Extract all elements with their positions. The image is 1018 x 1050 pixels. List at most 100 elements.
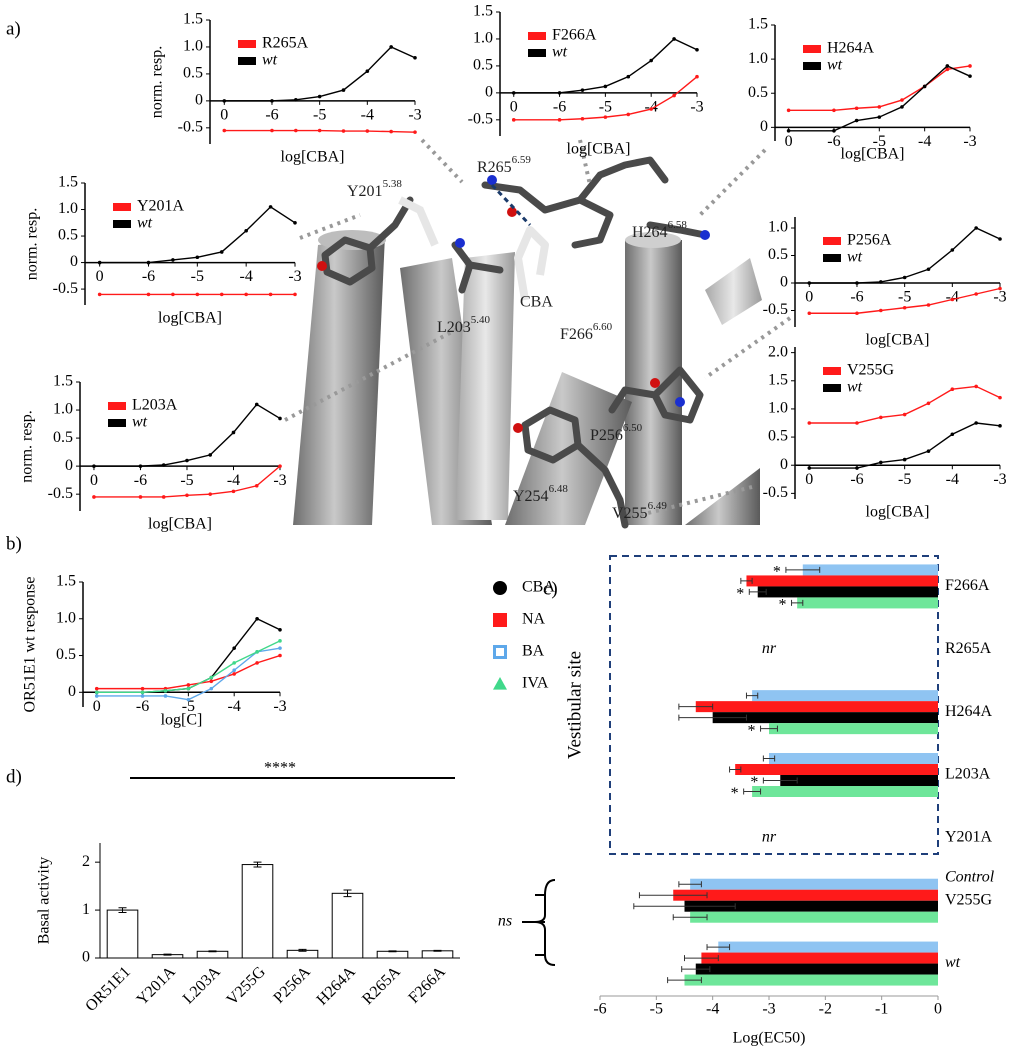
data-point [270, 99, 274, 103]
data-point [97, 292, 102, 297]
residue-name: L203 [437, 319, 471, 336]
error-bar [684, 955, 719, 962]
legend-swatch [528, 32, 546, 40]
y-tick-label: 1.0 [183, 38, 203, 55]
data-point [171, 292, 175, 297]
series-line [96, 647, 281, 701]
legend-swatch [823, 237, 841, 245]
residue-label: V2556.49 [612, 500, 667, 522]
data-point [695, 47, 699, 52]
panel-label: a) [6, 18, 21, 39]
data-point [161, 463, 166, 467]
error-bar [791, 599, 804, 606]
y-tick-label: 0 [65, 457, 73, 474]
error-bar [208, 950, 217, 953]
data-point [974, 421, 978, 425]
data-point [974, 292, 978, 296]
error-bar [163, 953, 172, 956]
bar [752, 786, 938, 797]
data-point [974, 226, 978, 230]
x-tick-label: R265A [359, 963, 404, 1008]
data-point [365, 69, 370, 74]
x-tick-label: V255G [224, 963, 270, 1009]
legend-swatch [528, 49, 546, 57]
data-point [998, 237, 1002, 241]
x-tick-label: H264A [314, 963, 360, 1009]
residue-position: 6.58 [668, 219, 688, 231]
y-tick-label: 1.0 [748, 50, 768, 67]
data-point [294, 128, 298, 133]
bar [735, 764, 938, 775]
y-tick-label: -0.5 [763, 484, 788, 501]
residue-name: P256 [590, 427, 623, 444]
y-tick-label: 1.5 [53, 373, 73, 390]
category-label: L203A [945, 766, 991, 783]
x-tick-label: -1 [875, 1001, 888, 1018]
series-line [809, 385, 1001, 424]
data-point [140, 694, 145, 698]
data-point [219, 250, 224, 254]
bar [684, 974, 938, 986]
legend-label: CBA [522, 579, 555, 596]
legend-swatch [803, 45, 821, 53]
data-point [900, 98, 904, 102]
data-point [968, 74, 972, 78]
legend-label: Y201A [137, 198, 185, 215]
legend-marker [493, 677, 507, 690]
x-tick-label: -5 [191, 268, 204, 285]
y-tick-label: 1.0 [768, 219, 788, 236]
data-point [185, 493, 189, 498]
data-point [603, 84, 608, 89]
x-tick-label: 0 [510, 99, 518, 116]
error-bar [748, 588, 767, 595]
legend-label: wt [847, 249, 863, 266]
significance: * [779, 597, 787, 614]
bar [376, 950, 409, 959]
data-point [317, 128, 322, 133]
data-point [626, 112, 631, 117]
x-tick-label: -5 [182, 698, 195, 715]
x-axis-label: log[CBA] [158, 310, 222, 327]
error-bar [388, 950, 397, 953]
data-point [365, 129, 370, 133]
x-tick-label: -3 [273, 472, 286, 489]
x-tick-label: OR51E1 [82, 963, 134, 1015]
series-line [788, 65, 971, 111]
data-point [278, 653, 282, 658]
y-tick-label: -0.5 [178, 118, 203, 135]
legend-swatch [108, 419, 126, 427]
bar [196, 950, 229, 959]
bar [695, 963, 938, 975]
x-tick-label: -4 [645, 99, 658, 116]
x-axis-label: log[CBA] [148, 516, 212, 533]
group-label: Vestibular site [564, 651, 585, 759]
residue-position: 6.60 [593, 321, 613, 333]
x-tick-label: -5 [180, 472, 193, 489]
y-tick-label: 0.5 [768, 428, 788, 445]
data-point [786, 128, 791, 133]
ligand-label: CBA [520, 294, 553, 311]
data-point [974, 384, 978, 389]
legend-label: IVA [522, 675, 549, 692]
y-tick-label: 0 [68, 683, 76, 700]
bracket-label: ns [498, 913, 512, 930]
legend-swatch [238, 40, 256, 48]
series-line [93, 465, 281, 498]
data-point [998, 395, 1002, 400]
residue-name: R265 [477, 159, 512, 176]
legend-label: F266A [552, 27, 597, 44]
error-bar [785, 566, 821, 573]
data-point [786, 108, 791, 113]
bar [331, 892, 364, 959]
x-tick-label: -5 [898, 289, 911, 306]
data-point [186, 686, 191, 691]
residue-position: 6.50 [623, 422, 643, 434]
x-tick-label: Y201A [134, 963, 180, 1009]
bar [769, 753, 938, 764]
x-tick-label: -3 [273, 698, 286, 715]
residue-label: P2566.50 [590, 422, 643, 444]
data-point [672, 37, 676, 41]
data-point [855, 281, 859, 285]
data-point [293, 292, 297, 297]
data-point [222, 128, 227, 133]
